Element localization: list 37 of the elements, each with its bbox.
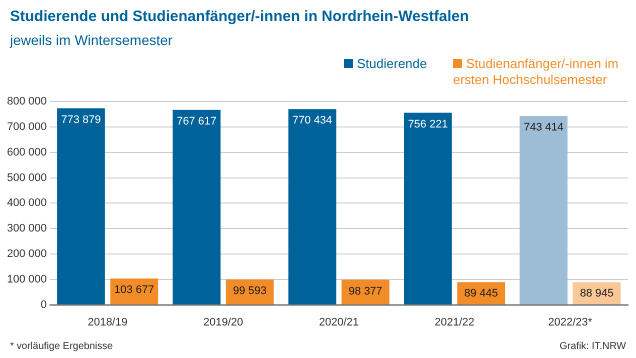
data-label: 99 593 [233,285,267,298]
y-tick-label: 300 000 [6,222,47,235]
data-label: 770 434 [292,114,332,127]
x-tick-label: 2018/19 [88,316,128,328]
bar [404,112,452,304]
data-label: 89 445 [464,288,498,300]
data-label: 743 414 [524,122,564,134]
y-tick-label: 0 [40,298,47,311]
legend-label: Studierende [356,56,427,72]
bar [110,278,158,304]
data-label: 98 377 [348,285,382,298]
chart-title: Studierende und Studienanfänger/-innen in Nordrhein-Westfalen [10,8,469,25]
y-tick-label: 800 000 [6,96,47,108]
text: Grafik: IT.NRW [560,341,626,352]
y-tick-label: 600 000 [6,146,47,158]
bar [288,109,336,304]
x-tick-label: 2022/23* [548,316,593,328]
y-tick-label: 400 000 [6,197,47,210]
bar [342,280,390,304]
data-label: 103 677 [114,284,154,296]
data-label: 756 221 [408,118,448,130]
x-tick-label: 2020/21 [319,316,359,328]
data-label: 88 945 [580,288,614,300]
y-tick-label: 100 000 [6,273,47,286]
chart-subtitle: jeweils im Wintersemester [10,32,173,48]
x-tick-label: 2021/22 [434,316,474,328]
data-label: 767 617 [176,115,217,128]
y-tick-label: 500 000 [6,172,47,184]
x-tick-label: 2019/20 [203,316,244,328]
bar [520,116,568,304]
text: * vorläufige Ergebnisse [10,341,113,352]
y-tick-label: 700 000 [6,121,47,134]
y-tick-label: 200 000 [6,248,47,260]
bar [57,108,105,304]
bar [172,110,221,304]
legend-label: Studienanfänger/-innen im ersten Hochschulsemester [453,56,620,88]
data-label: 773 879 [61,114,101,126]
